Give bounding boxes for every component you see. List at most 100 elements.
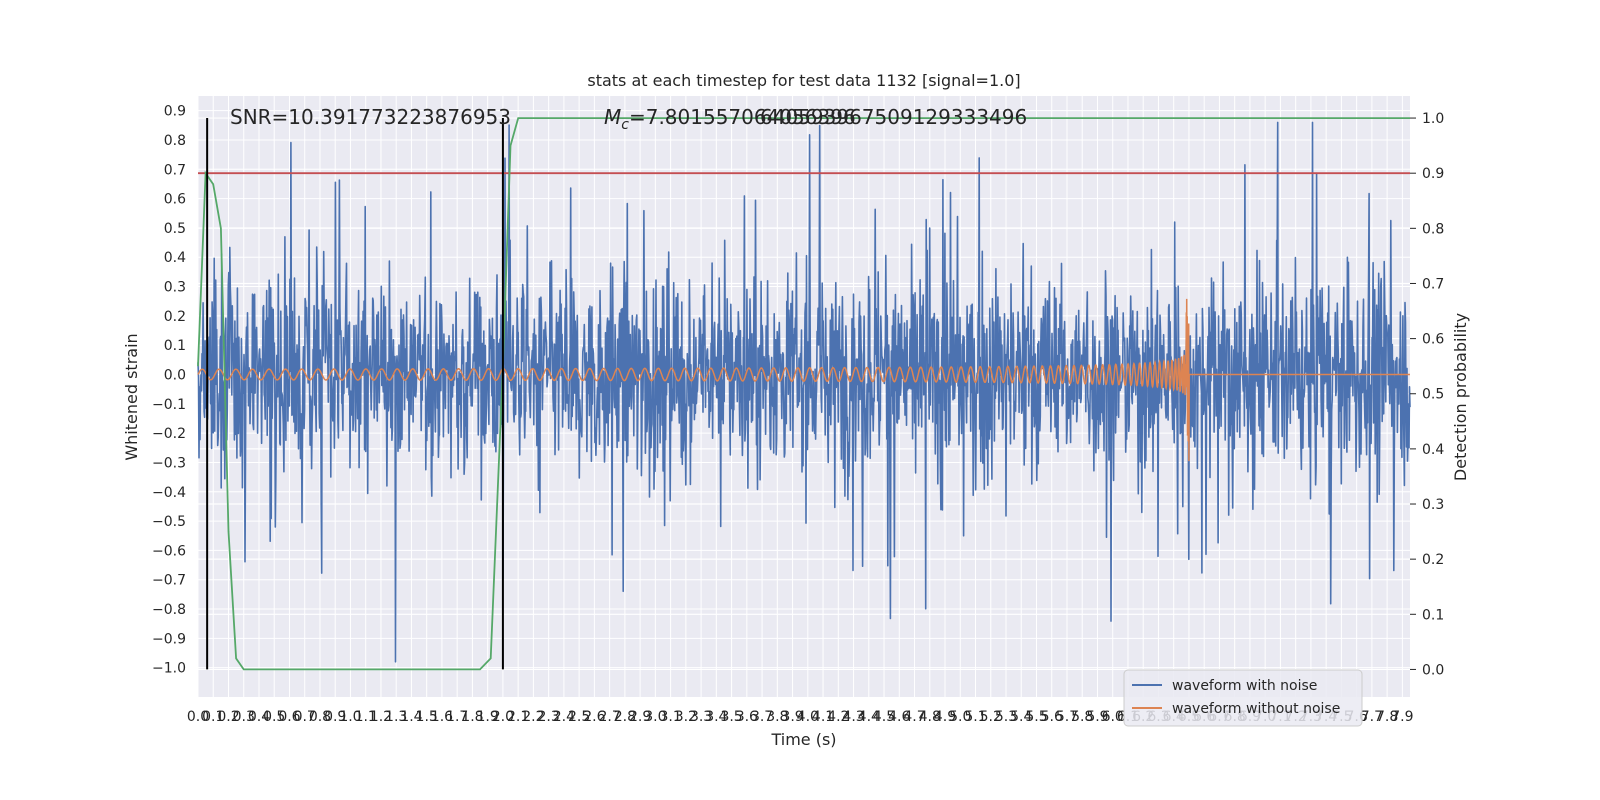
x-tick-label: 0.1 xyxy=(202,709,224,725)
y2-tick-label: 0.0 xyxy=(1422,662,1444,678)
x-tick-label: 4.6 xyxy=(888,709,910,725)
x-tick-label: 4.8 xyxy=(919,709,941,725)
x-tick-label: 4.0 xyxy=(797,709,819,725)
x-tick-label: 0.2 xyxy=(217,709,239,725)
x-tick-label: 3.1 xyxy=(659,709,681,725)
legend-label-noise: waveform with noise xyxy=(1172,678,1317,694)
x-tick-label: 2.5 xyxy=(568,709,590,725)
x-tick-label: 5.9 xyxy=(1086,709,1108,725)
y-tick-label: 0.5 xyxy=(164,221,186,237)
x-tick-label: 3.3 xyxy=(690,709,712,725)
x-tick-label: 2.7 xyxy=(598,709,620,725)
y-tick-label: −0.8 xyxy=(152,602,186,618)
x-tick-label: 0.6 xyxy=(278,709,300,725)
x-tick-label: 4.9 xyxy=(934,709,956,725)
x-tick-label: 4.3 xyxy=(842,709,864,725)
x-tick-label: 1.0 xyxy=(339,709,361,725)
x-axis-label: Time (s) xyxy=(770,730,836,749)
x-tick-label: 5.3 xyxy=(995,709,1017,725)
x-tick-label: 7.8 xyxy=(1376,709,1398,725)
y2-tick-label: 0.6 xyxy=(1422,332,1444,348)
waveform-without-noise-line xyxy=(197,298,1410,462)
y2-tick-label: 0.9 xyxy=(1422,166,1444,182)
x-tick-label: 5.6 xyxy=(1041,709,1063,725)
y2-tick-label: 0.1 xyxy=(1422,607,1444,623)
x-tick-label: 1.4 xyxy=(400,709,422,725)
y2-tick-label: 1.0 xyxy=(1422,111,1444,127)
y-tick-label: −0.6 xyxy=(152,543,186,559)
x-tick-label: 2.0 xyxy=(492,709,514,725)
y2-tick-label: 0.3 xyxy=(1422,497,1444,513)
x-tick-label: 0.4 xyxy=(248,709,270,725)
chirp-mass-overlap-annotation: 6405939675091293334​96 xyxy=(760,105,1027,129)
x-tick-label: 6.0 xyxy=(1102,709,1124,725)
x-tick-label: 5.2 xyxy=(980,709,1002,725)
snr-annotation: SNR=10.391773223876953 xyxy=(230,105,511,129)
x-tick-label: 1.1 xyxy=(355,709,377,725)
legend-label-clean: waveform without noise xyxy=(1172,701,1340,717)
x-tick-label: 0.0 xyxy=(187,709,209,725)
x-tick-label: 4.1 xyxy=(812,709,834,725)
y-tick-label: 0.4 xyxy=(164,250,186,266)
x-tick-label: 2.3 xyxy=(538,709,560,725)
x-tick-label: 5.0 xyxy=(949,709,971,725)
x-tick-label: 1.5 xyxy=(416,709,438,725)
x-tick-label: 3.0 xyxy=(644,709,666,725)
x-tick-label: 5.4 xyxy=(1010,709,1032,725)
x-tick-label: 2.1 xyxy=(507,709,529,725)
x-tick-label: 3.6 xyxy=(736,709,758,725)
x-tick-label: 2.4 xyxy=(553,709,575,725)
x-tick-label: 0.5 xyxy=(263,709,285,725)
x-tick-label: 4.4 xyxy=(858,709,880,725)
x-tick-label: 1.3 xyxy=(385,709,407,725)
x-tick-label: 5.5 xyxy=(1025,709,1047,725)
x-tick-label: 4.2 xyxy=(827,709,849,725)
y-tick-label: −0.9 xyxy=(152,631,186,647)
y-tick-label: −0.3 xyxy=(152,455,186,471)
y-tick-label: −0.4 xyxy=(152,485,186,501)
x-tick-label: 0.7 xyxy=(294,709,316,725)
x-tick-label: 1.7 xyxy=(446,709,468,725)
x-tick-label: 5.1 xyxy=(964,709,986,725)
x-tick-label: 3.8 xyxy=(766,709,788,725)
x-tick-label: 3.9 xyxy=(781,709,803,725)
chart-title: stats at each timestep for test data 113… xyxy=(587,71,1020,90)
y-tick-label: 0.0 xyxy=(164,368,186,384)
x-tick-label: 4.7 xyxy=(903,709,925,725)
x-tick-label: 3.7 xyxy=(751,709,773,725)
y-tick-label: 0.1 xyxy=(164,338,186,354)
x-tick-label: 1.8 xyxy=(461,709,483,725)
y-tick-label: 0.3 xyxy=(164,280,186,296)
y-tick-label: −0.5 xyxy=(152,514,186,530)
y-tick-label: 0.6 xyxy=(164,192,186,208)
x-tick-label: 3.4 xyxy=(705,709,727,725)
x-tick-label: 2.8 xyxy=(614,709,636,725)
x-tick-label: 7.9 xyxy=(1391,709,1413,725)
chirp-mass-annotation: Mc=7.801557064056396 xyxy=(604,105,856,133)
y-tick-label: −1.0 xyxy=(152,661,186,677)
detection-probability-line xyxy=(197,117,1410,671)
waveform-with-noise-line xyxy=(197,121,1411,663)
x-tick-label: 5.7 xyxy=(1056,709,1078,725)
x-tick-label: 0.9 xyxy=(324,709,346,725)
x-tick-label: 0.8 xyxy=(309,709,331,725)
y2-tick-label: 0.5 xyxy=(1422,387,1444,403)
y2-tick-label: 0.7 xyxy=(1422,276,1444,292)
x-tick-label: 1.6 xyxy=(431,709,453,725)
x-tick-label: 1.2 xyxy=(370,709,392,725)
plot-series xyxy=(197,117,1411,671)
x-tick-label: 1.9 xyxy=(477,709,499,725)
y2-tick-label: 0.2 xyxy=(1422,552,1444,568)
y-tick-label: 0.7 xyxy=(164,162,186,178)
y-tick-label: −0.2 xyxy=(152,426,186,442)
x-tick-label: 3.2 xyxy=(675,709,697,725)
y-axis-label: Whitened strain xyxy=(122,333,141,460)
x-tick-label: 3.5 xyxy=(720,709,742,725)
y-tick-label: −0.7 xyxy=(152,573,186,589)
x-tick-label: 0.3 xyxy=(233,709,255,725)
y-tick-label: 0.9 xyxy=(164,104,186,120)
y2-tick-label: 0.4 xyxy=(1422,442,1444,458)
x-tick-label: 7.7 xyxy=(1361,709,1383,725)
legend-box xyxy=(1123,669,1363,727)
x-tick-label: 2.9 xyxy=(629,709,651,725)
